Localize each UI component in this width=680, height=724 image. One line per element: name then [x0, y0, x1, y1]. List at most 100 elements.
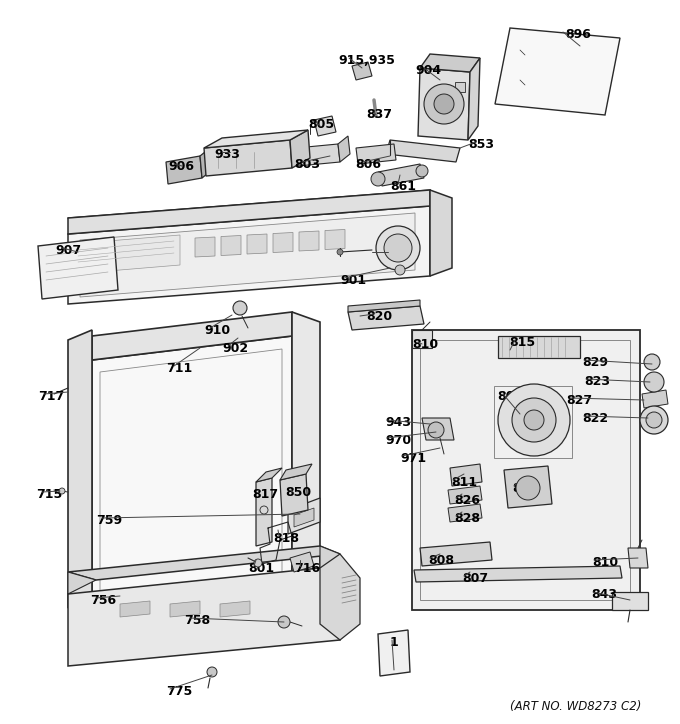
Text: 711: 711: [166, 362, 192, 375]
Polygon shape: [378, 164, 424, 186]
Polygon shape: [247, 234, 267, 254]
Text: 801: 801: [248, 562, 274, 575]
Circle shape: [233, 301, 247, 315]
Polygon shape: [450, 464, 482, 486]
Polygon shape: [68, 546, 340, 580]
Circle shape: [644, 372, 664, 392]
Circle shape: [376, 226, 420, 270]
Polygon shape: [92, 336, 292, 622]
Polygon shape: [352, 62, 372, 80]
Polygon shape: [68, 190, 430, 234]
Polygon shape: [418, 68, 470, 140]
Polygon shape: [38, 237, 118, 299]
Polygon shape: [288, 498, 320, 534]
Circle shape: [640, 406, 668, 434]
Polygon shape: [68, 568, 340, 666]
Polygon shape: [498, 336, 580, 358]
Circle shape: [644, 354, 660, 370]
Circle shape: [337, 249, 343, 255]
Polygon shape: [422, 418, 454, 440]
Polygon shape: [204, 130, 308, 148]
Polygon shape: [68, 190, 438, 234]
Text: 756: 756: [90, 594, 116, 607]
Polygon shape: [468, 58, 480, 140]
Polygon shape: [348, 300, 420, 312]
Polygon shape: [296, 144, 340, 166]
Polygon shape: [290, 130, 310, 168]
Circle shape: [395, 265, 405, 275]
Polygon shape: [292, 312, 320, 598]
Text: 910: 910: [204, 324, 230, 337]
Text: 827: 827: [566, 394, 592, 407]
Text: 715: 715: [36, 488, 63, 501]
Text: 971: 971: [400, 452, 426, 465]
Polygon shape: [325, 230, 345, 250]
Polygon shape: [314, 116, 336, 136]
Polygon shape: [412, 330, 640, 610]
Text: 823: 823: [584, 375, 610, 388]
Text: 943: 943: [385, 416, 411, 429]
Text: 758: 758: [184, 614, 210, 627]
Text: 843: 843: [591, 588, 617, 601]
Text: 814: 814: [380, 248, 406, 261]
Text: 810: 810: [592, 556, 618, 569]
Text: 861: 861: [390, 180, 416, 193]
Text: 906: 906: [168, 160, 194, 173]
Circle shape: [384, 234, 412, 262]
Text: 775: 775: [166, 685, 192, 698]
Circle shape: [424, 84, 464, 124]
Text: 828: 828: [454, 512, 480, 525]
Text: 805: 805: [308, 118, 334, 131]
Polygon shape: [195, 237, 215, 257]
Text: 808: 808: [428, 554, 454, 567]
Polygon shape: [68, 330, 92, 608]
Text: 840: 840: [512, 482, 538, 495]
Text: 904: 904: [415, 64, 441, 77]
Polygon shape: [204, 140, 292, 176]
Polygon shape: [290, 552, 314, 572]
Circle shape: [498, 384, 570, 456]
Polygon shape: [92, 312, 292, 360]
Polygon shape: [80, 213, 415, 297]
Polygon shape: [612, 592, 648, 610]
Polygon shape: [68, 572, 96, 594]
Polygon shape: [170, 601, 200, 617]
Text: 829: 829: [582, 356, 608, 369]
Polygon shape: [221, 235, 241, 256]
Polygon shape: [299, 231, 319, 251]
Text: 759: 759: [96, 514, 122, 527]
Polygon shape: [414, 566, 622, 582]
Polygon shape: [120, 601, 150, 617]
Text: 717: 717: [38, 390, 64, 403]
Polygon shape: [320, 554, 360, 640]
Polygon shape: [273, 232, 293, 253]
Text: 811: 811: [451, 476, 477, 489]
Circle shape: [59, 488, 65, 494]
Polygon shape: [628, 548, 648, 568]
Text: 815: 815: [509, 336, 535, 349]
Polygon shape: [68, 206, 446, 236]
Polygon shape: [386, 140, 460, 162]
Text: 820: 820: [366, 310, 392, 323]
Text: 1: 1: [390, 636, 398, 649]
Text: 807: 807: [462, 572, 488, 585]
Circle shape: [512, 398, 556, 442]
Polygon shape: [504, 466, 552, 508]
Text: 810: 810: [412, 338, 438, 351]
Polygon shape: [166, 156, 202, 184]
Polygon shape: [72, 235, 180, 274]
Circle shape: [516, 476, 540, 500]
Polygon shape: [448, 486, 482, 504]
Circle shape: [428, 422, 444, 438]
Text: 901: 901: [340, 274, 366, 287]
Polygon shape: [220, 601, 250, 617]
Bar: [455, 82, 465, 92]
Text: 817: 817: [252, 488, 278, 501]
Text: 915,935: 915,935: [338, 54, 395, 67]
Circle shape: [416, 165, 428, 177]
Polygon shape: [294, 508, 314, 527]
Polygon shape: [378, 630, 410, 676]
Circle shape: [278, 616, 290, 628]
Circle shape: [207, 667, 217, 677]
Circle shape: [371, 172, 385, 186]
